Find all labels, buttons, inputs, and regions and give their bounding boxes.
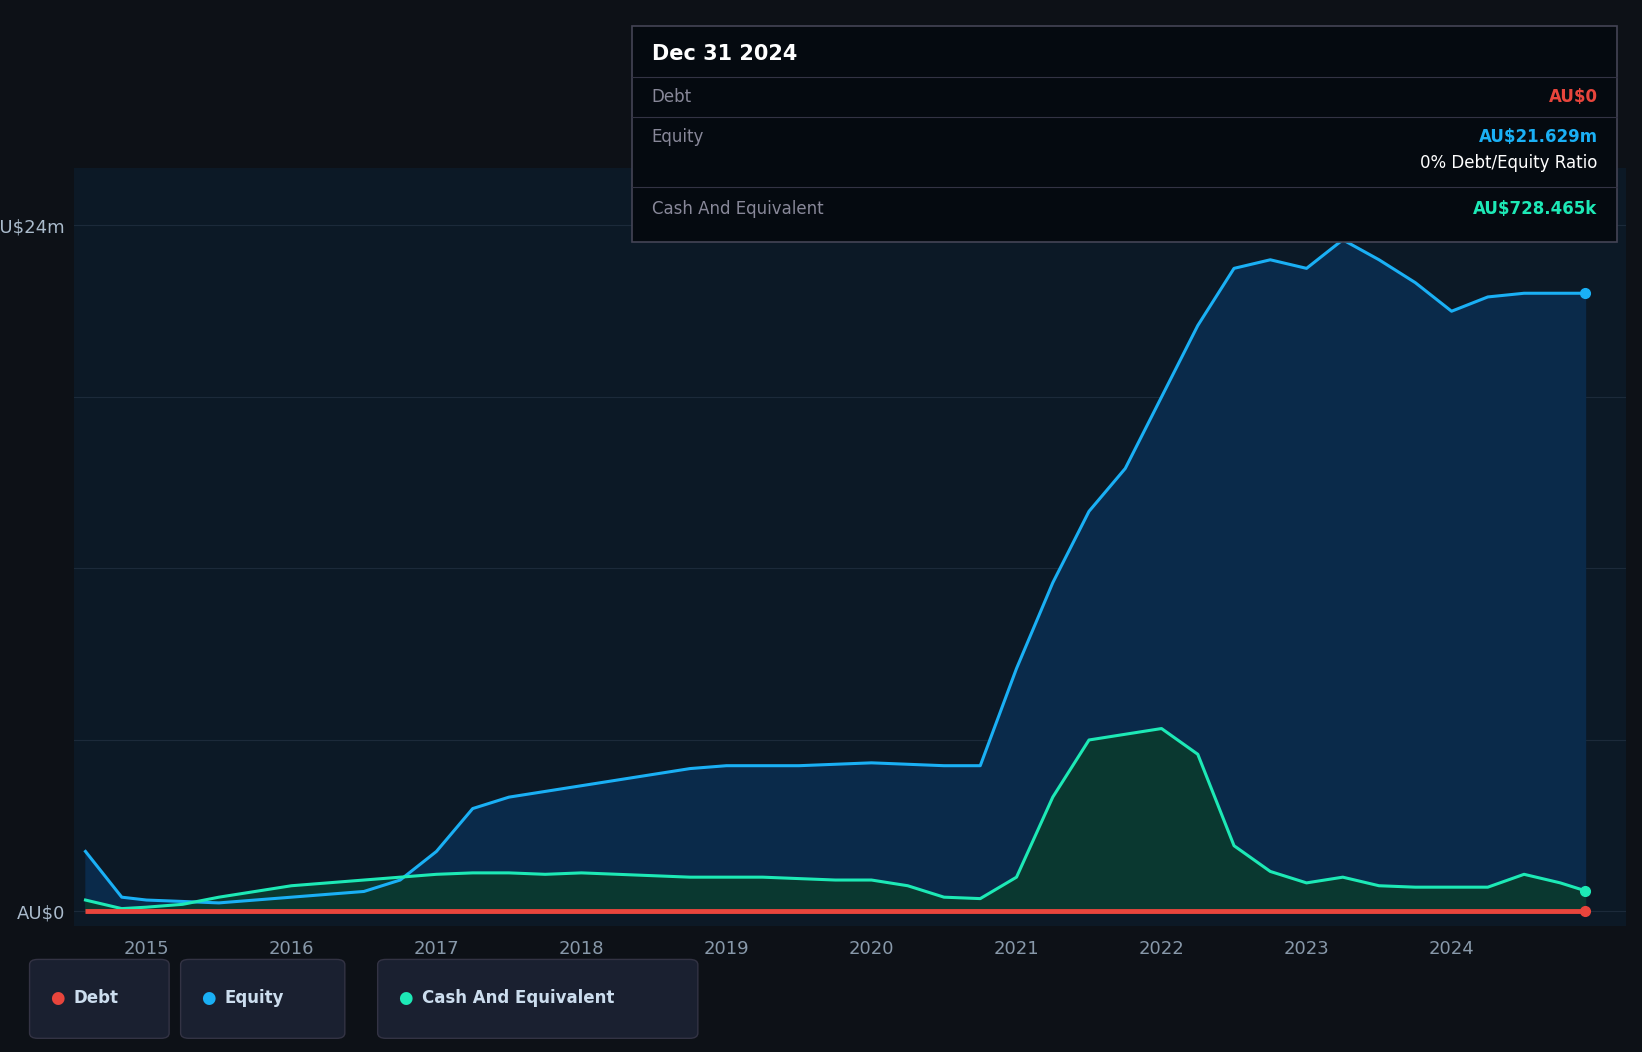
Text: ●: ●: [202, 989, 215, 1008]
Text: AU$21.629m: AU$21.629m: [1478, 127, 1598, 146]
Text: 0% Debt/Equity Ratio: 0% Debt/Equity Ratio: [1420, 154, 1598, 171]
Text: Equity: Equity: [225, 989, 284, 1008]
Text: ●: ●: [399, 989, 412, 1008]
Text: AU$728.465k: AU$728.465k: [1473, 200, 1598, 218]
Text: Debt: Debt: [74, 989, 118, 1008]
Text: Dec 31 2024: Dec 31 2024: [652, 43, 798, 64]
Text: Equity: Equity: [652, 127, 704, 146]
Text: AU$0: AU$0: [1548, 87, 1598, 106]
Text: Cash And Equivalent: Cash And Equivalent: [652, 200, 824, 218]
Text: Debt: Debt: [652, 87, 691, 106]
Text: ●: ●: [51, 989, 64, 1008]
Text: Cash And Equivalent: Cash And Equivalent: [422, 989, 614, 1008]
